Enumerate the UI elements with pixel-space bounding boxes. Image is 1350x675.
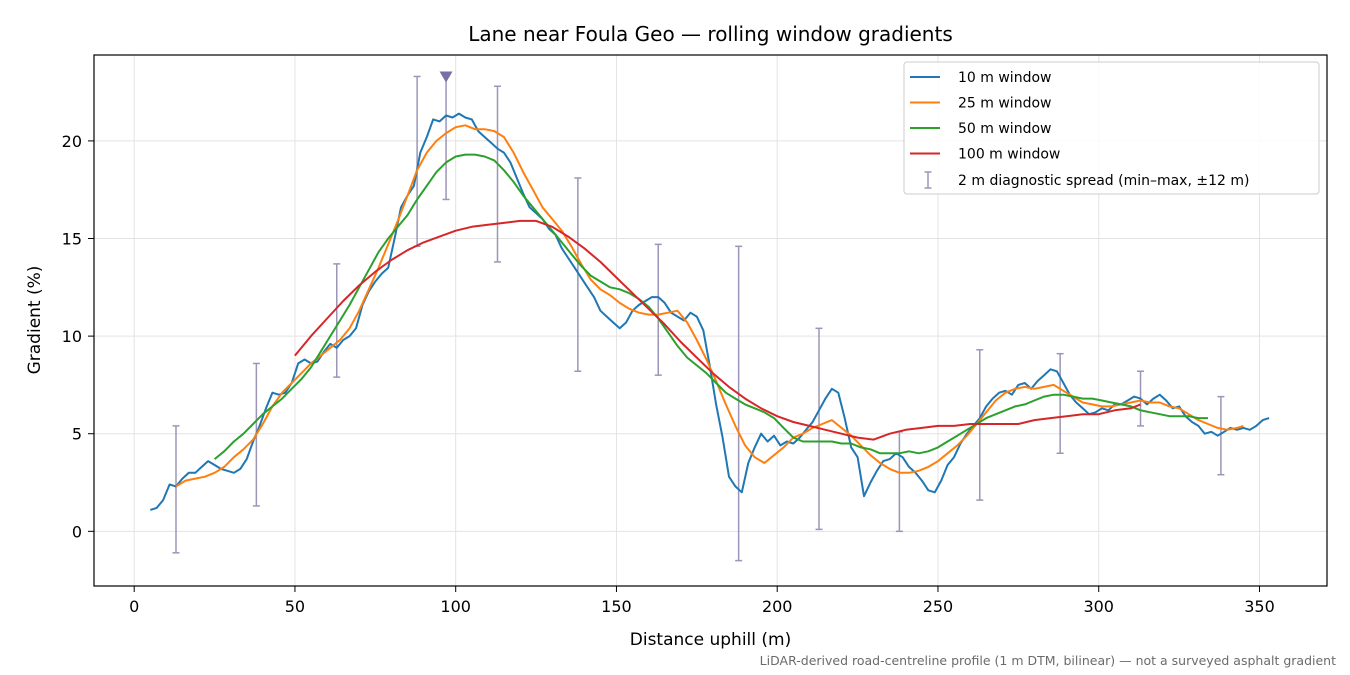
x-tick-label: 200 <box>762 597 793 616</box>
x-tick-label: 0 <box>129 597 139 616</box>
x-tick-label: 150 <box>601 597 632 616</box>
x-axis-label: Distance uphill (m) <box>630 630 791 650</box>
y-tick-label: 15 <box>62 230 82 249</box>
legend-label: 100 m window <box>958 147 1060 163</box>
x-tick-label: 300 <box>1083 597 1114 616</box>
peak-marker <box>439 71 453 83</box>
legend-box <box>903 61 1320 195</box>
y-axis-label: Gradient (%) <box>25 266 45 375</box>
legend-label: 50 m window <box>958 121 1051 137</box>
series-lines <box>150 112 1270 511</box>
legend-label: 25 m window <box>958 96 1051 112</box>
x-tick-label: 350 <box>1244 597 1275 616</box>
footnote: LiDAR-derived road-centreline profile (1… <box>760 653 1336 668</box>
legend-items: 10 m window 25 m window 50 m window 100 m w… <box>910 70 1249 189</box>
legend: 10 m window 25 m window 50 m window 100 m w… <box>903 61 1320 195</box>
y-axis-ticks: 0 5 10 15 20 <box>62 132 94 541</box>
series-line-100m <box>294 219 1141 441</box>
y-tick-label: 10 <box>62 327 82 346</box>
legend-label: 2 m diagnostic spread (min–max, ±12 m) <box>958 173 1249 189</box>
plot-frame <box>93 54 1328 587</box>
series-line-50m <box>213 153 1208 460</box>
legend-label: 10 m window <box>958 70 1051 86</box>
series-line-25m <box>175 124 1244 488</box>
x-tick-label: 50 <box>285 597 305 616</box>
x-tick-label: 250 <box>923 597 954 616</box>
y-tick-label: 20 <box>62 132 82 151</box>
x-tick-label: 100 <box>440 597 471 616</box>
chart-title: Lane near Foula Geo — rolling window gra… <box>468 22 953 46</box>
x-axis-ticks: 0 50 100 150 200 250 300 350 <box>129 586 1275 616</box>
peak-marker-triangle <box>439 71 453 83</box>
y-tick-label: 5 <box>72 425 82 444</box>
y-tick-label: 0 <box>72 522 82 541</box>
